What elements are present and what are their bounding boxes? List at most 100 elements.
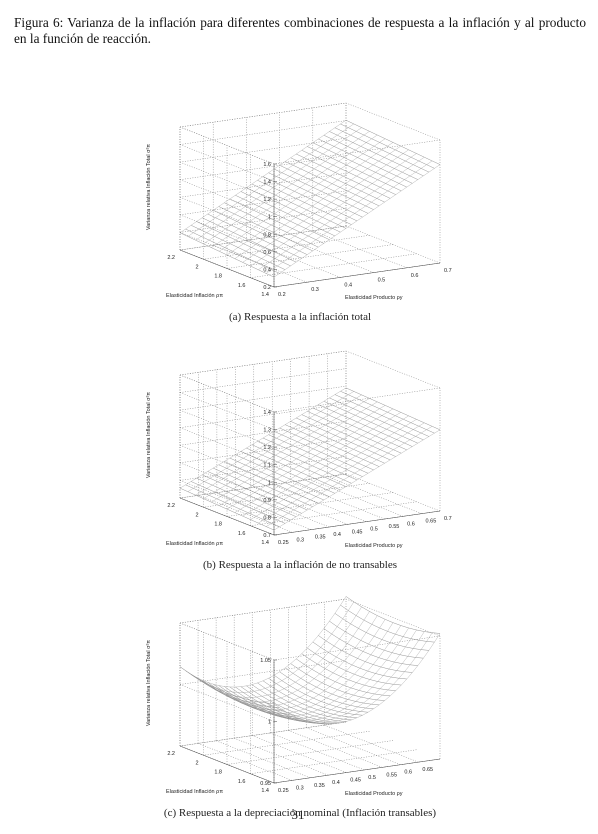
- grid-line: [216, 740, 311, 779]
- axis-line: [273, 262, 441, 288]
- surface-mesh: [242, 415, 409, 517]
- surface-mesh: [242, 149, 409, 263]
- y-tick-label: 0.25: [278, 540, 289, 546]
- grid-line: [216, 492, 311, 530]
- axis-line: [179, 745, 275, 784]
- x-tick-label: 2: [195, 512, 198, 518]
- y-tick-label: 0.45: [350, 778, 361, 784]
- box-edge: [273, 635, 441, 661]
- surface-mesh: [219, 405, 386, 506]
- grid-line: [226, 740, 394, 765]
- y-tick-label: 0.5: [370, 527, 378, 533]
- y-tick-label: 0.35: [314, 783, 325, 789]
- surface-mesh: [258, 157, 425, 270]
- surface-mesh: [234, 145, 401, 259]
- box-edge: [273, 139, 441, 165]
- y-tick-label: 0.5: [368, 775, 376, 781]
- y-tick-label: 0.55: [386, 772, 397, 778]
- box-edge: [179, 598, 347, 624]
- surface-mesh: [242, 627, 409, 719]
- grid-line: [312, 230, 407, 269]
- y-tick-label: 0.5: [378, 278, 386, 284]
- x-tick-label: 1.6: [238, 283, 246, 289]
- y-tick-label: 0.6: [407, 521, 415, 527]
- surface-mesh: [329, 621, 424, 659]
- surface-mesh: [226, 408, 394, 510]
- x-tick-label: 1.8: [214, 522, 222, 528]
- y-tick-label: 0.3: [296, 785, 304, 791]
- grid-line: [345, 225, 441, 264]
- grid-line: [309, 479, 404, 517]
- z-tick-label: 0.4: [263, 267, 271, 273]
- page-number: 31: [292, 807, 305, 822]
- grid-line: [226, 244, 394, 269]
- z-tick-label: 0.6: [263, 250, 271, 256]
- y-tick-label: 0.4: [332, 780, 340, 786]
- grid-line: [179, 473, 347, 499]
- grid-line: [203, 731, 370, 756]
- x-tick-label: 1.6: [238, 531, 246, 537]
- box-edge: [179, 126, 275, 165]
- grid-line: [234, 737, 329, 776]
- grid-line: [179, 421, 347, 446]
- grid-line: [179, 120, 347, 145]
- z-axis-label: Varianza relativa Inflación Total σ²π: [146, 392, 152, 478]
- z-tick-label: 1.1: [263, 463, 271, 469]
- grid-line: [179, 403, 347, 428]
- z-tick-label: 0.8: [263, 232, 271, 238]
- surface-mesh: [179, 120, 347, 233]
- surface-mesh: [301, 653, 396, 691]
- surface-mesh: [266, 426, 433, 527]
- y-tick-label: 0.25: [278, 788, 289, 794]
- box-edge: [345, 598, 441, 637]
- y-tick-label: 0.45: [352, 529, 363, 535]
- grid-line: [324, 724, 419, 763]
- grid-line: [246, 240, 341, 278]
- y-tick-label: 0.7: [444, 516, 452, 522]
- grid-line: [179, 173, 347, 198]
- y-axis-label: Elasticidad Producto ρy: [345, 791, 403, 797]
- y-tick-label: 0.55: [389, 524, 400, 530]
- grid-line: [279, 235, 374, 273]
- x-tick-label: 2: [195, 760, 198, 766]
- x-tick-label: 2.2: [167, 503, 175, 509]
- grid-line: [179, 155, 347, 180]
- grid-line: [270, 732, 365, 771]
- surface-mesh: [234, 625, 401, 717]
- box-edge: [179, 374, 275, 413]
- surface-mesh: [196, 677, 291, 715]
- x-tick-label: 1.4: [261, 292, 269, 298]
- y-axis-label: Elasticidad Producto ρy: [345, 295, 403, 301]
- grid-line: [179, 225, 347, 251]
- grid-line: [179, 660, 347, 685]
- box-edge: [273, 387, 441, 413]
- surface-mesh: [203, 611, 370, 703]
- z-tick-label: 1: [268, 480, 271, 486]
- surface-mesh: [334, 613, 429, 651]
- surface-mesh: [179, 596, 347, 688]
- box-edge: [345, 350, 441, 389]
- x-tick-label: 2.2: [167, 751, 175, 757]
- grid-line: [306, 727, 401, 765]
- grid-line: [179, 368, 347, 393]
- z-axis-label: Varianza relativa Inflación Total σ²π: [146, 144, 152, 230]
- surface-mesh: [250, 419, 417, 520]
- axis-line: [273, 510, 441, 536]
- z-tick-label: 0.2: [263, 285, 271, 291]
- x-tick-label: 2: [195, 264, 198, 270]
- x-tick-label: 1.8: [214, 770, 222, 776]
- surface-mesh: [266, 632, 433, 724]
- surface-mesh: [226, 142, 394, 256]
- y-tick-label: 0.65: [422, 767, 433, 773]
- z-axis-label: Varianza relativa Inflación Total σ²π: [146, 640, 152, 726]
- surface-mesh: [266, 160, 433, 274]
- z-tick-label: 1.6: [263, 162, 271, 168]
- grid-line: [252, 735, 347, 773]
- surface-mesh: [273, 164, 441, 278]
- surface-mesh: [226, 622, 394, 714]
- z-tick-label: 1: [268, 720, 271, 726]
- surface-mesh: [187, 391, 354, 492]
- y-tick-label: 0.65: [426, 519, 437, 525]
- z-tick-label: 1.05: [260, 658, 271, 664]
- surface-mesh: [285, 667, 380, 706]
